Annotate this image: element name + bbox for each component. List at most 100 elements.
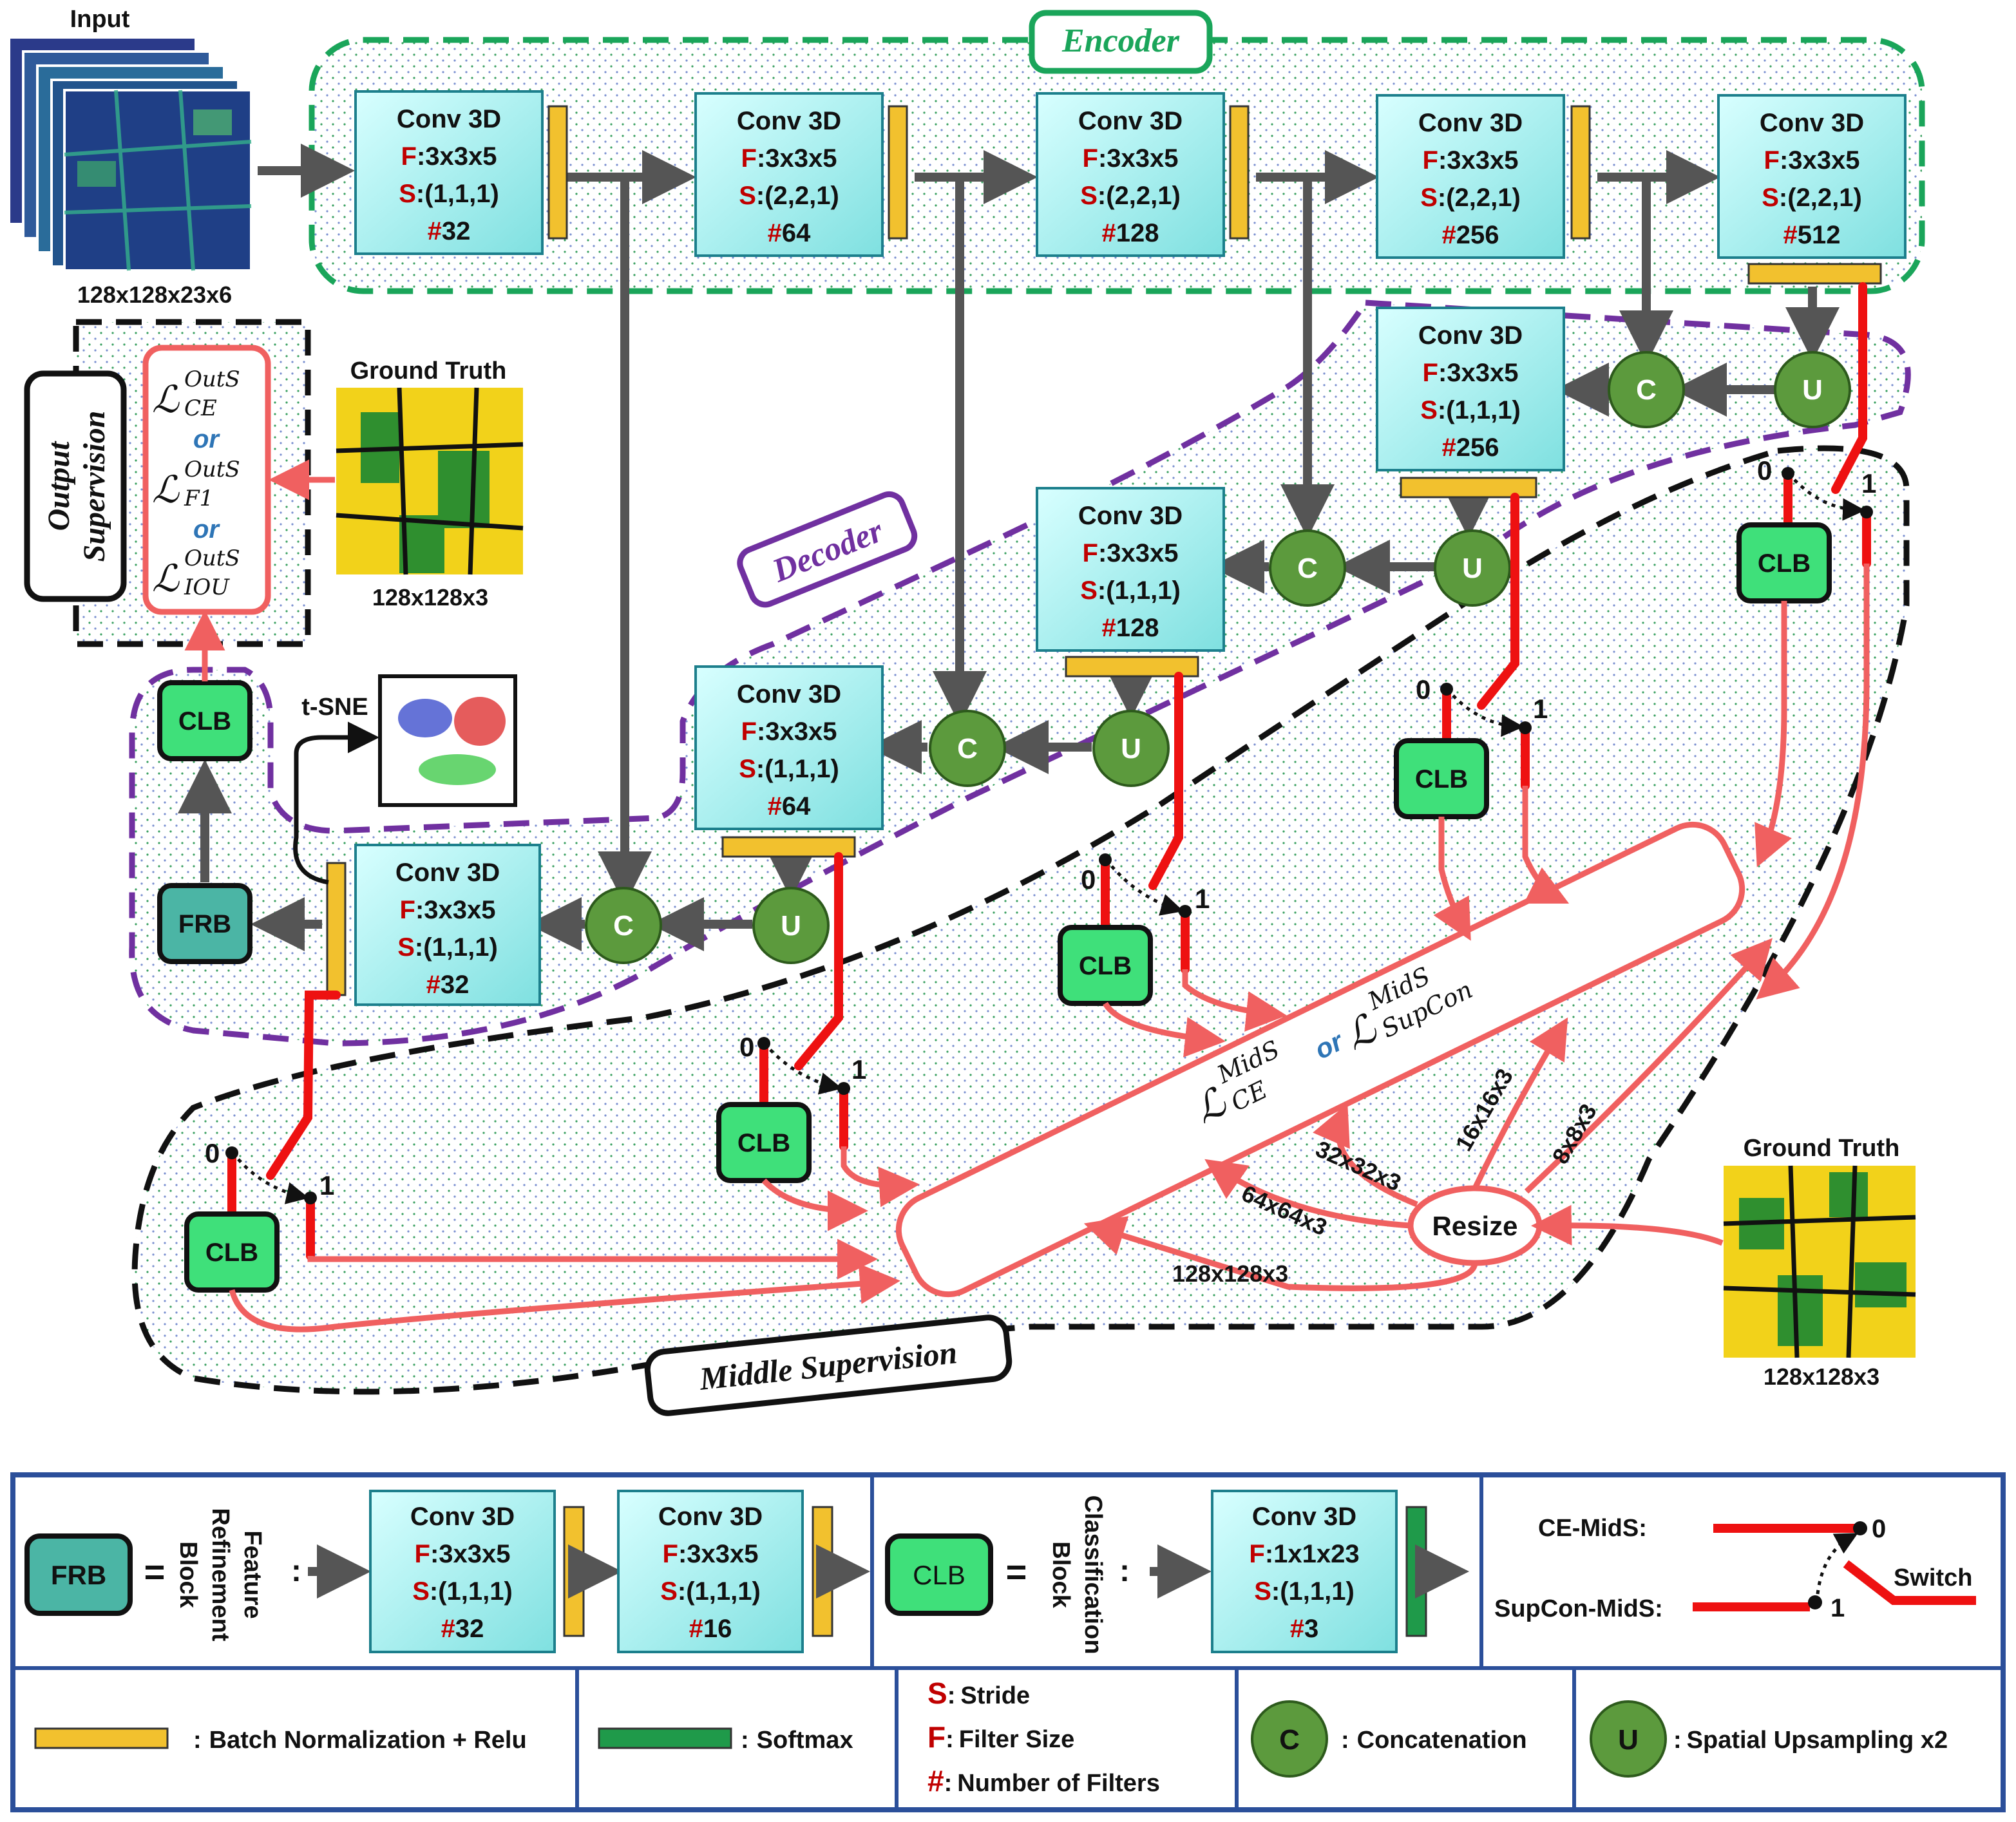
legend-clb-icon <box>885 1533 993 1616</box>
svg-text:#128: #128 <box>1102 614 1159 642</box>
svg-text:Conv 3D: Conv 3D <box>1418 109 1523 137</box>
svg-text:Conv 3D: Conv 3D <box>737 107 841 135</box>
legend-frb-conv-1: Conv 3D F:3x3x5 S:(1,1,1) #32 <box>369 1490 556 1653</box>
svg-text:S:(1,1,1): S:(1,1,1) <box>399 180 499 208</box>
encoder-conv-block-1: Conv 3D F:3x3x5 S:(1,1,1) #32 <box>354 90 544 255</box>
output-supervision-title-box <box>24 370 127 602</box>
ground-truth-bottom-image <box>1723 1165 1916 1358</box>
upsample-node <box>1774 351 1851 428</box>
frb-label: FRB <box>178 910 231 938</box>
switch-label-off: 0 <box>205 1138 220 1168</box>
svg-text:Conv 3D: Conv 3D <box>1078 502 1183 530</box>
legend-ce-mids: CE-MidS: <box>1538 1515 1647 1542</box>
input-label: Input <box>70 6 130 33</box>
output-supervision-title-line2: Supervision <box>77 411 111 562</box>
svg-text:Conv 3D: Conv 3D <box>397 105 501 133</box>
svg-text:Conv 3D: Conv 3D <box>1418 321 1523 350</box>
svg-text:#32: #32 <box>426 971 470 999</box>
output-loss-f1: ℒ OutS F1 <box>152 457 240 511</box>
switch-label-on: 1 <box>1861 468 1876 498</box>
svg-text:S:(2,2,1): S:(2,2,1) <box>1762 184 1862 212</box>
bn-relu-bar <box>1065 656 1199 678</box>
svg-text:IOU: IOU <box>184 574 230 600</box>
svg-text:OutS: OutS <box>184 366 240 392</box>
concat-node <box>1269 529 1346 607</box>
legend-softmax-text: : Softmax <box>741 1727 853 1754</box>
svg-text:F:3x3x5: F:3x3x5 <box>1423 359 1519 387</box>
bn-relu-bar <box>1747 263 1882 285</box>
legend-switch-label: Switch <box>1894 1564 1972 1591</box>
switch-label-off: 0 <box>1081 864 1096 895</box>
legend-upsample-icon <box>1590 1700 1667 1778</box>
svg-text:#512: #512 <box>1783 221 1841 249</box>
svg-text:Conv 3D: Conv 3D <box>737 680 841 708</box>
svg-text:#32: #32 <box>441 1615 484 1643</box>
encoder-conv-block-3: Conv 3D F:3x3x5 S:(2,2,1) #128 <box>1036 92 1225 257</box>
svg-text:#64: #64 <box>768 219 811 247</box>
svg-text:Conv 3D: Conv 3D <box>658 1503 763 1531</box>
legend-switch-1: 1 <box>1831 1594 1845 1622</box>
ground-truth-top-label: Ground Truth <box>350 357 507 384</box>
input-image-stack <box>8 36 252 272</box>
concat-node <box>585 887 662 964</box>
output-or-1: or <box>193 425 220 453</box>
encoder-title: Encoder <box>1061 23 1180 59</box>
concat-label: C <box>1636 374 1657 406</box>
legend <box>10 1472 2006 1812</box>
upsample-label: U <box>1121 733 1141 764</box>
concat-node <box>929 710 1006 787</box>
svg-text:F:3x3x5: F:3x3x5 <box>1083 144 1179 173</box>
legend-filter: F: Filter Size <box>927 1720 1074 1754</box>
svg-text:F:3x3x5: F:3x3x5 <box>741 144 837 173</box>
ground-truth-bottom-label: Ground Truth <box>1744 1135 1900 1162</box>
middle-supervision-title-box <box>644 1314 1013 1416</box>
legend-count: #: Number of Filters <box>927 1764 1160 1798</box>
legend-clb-def-2: Block <box>1047 1541 1074 1608</box>
clb-label: CLB <box>737 1129 790 1157</box>
decoder-title-box <box>737 491 918 608</box>
legend-bn-swatch <box>34 1727 169 1749</box>
svg-text:#64: #64 <box>768 792 811 821</box>
svg-text:#32: #32 <box>428 217 471 245</box>
encoder-conv-block-2: Conv 3D F:3x3x5 S:(2,2,1) #64 <box>694 92 884 257</box>
svg-text:#3: #3 <box>1290 1615 1319 1643</box>
switch-label-off: 0 <box>1757 455 1772 486</box>
svg-text:#256: #256 <box>1442 433 1499 462</box>
clb-label: CLB <box>178 707 231 735</box>
svg-text:S:(1,1,1): S:(1,1,1) <box>1080 576 1181 605</box>
legend-frb-def-2: Refinement <box>207 1508 234 1642</box>
legend-switch-0: 0 <box>1872 1515 1886 1543</box>
svg-text:S:(1,1,1): S:(1,1,1) <box>1254 1577 1355 1606</box>
tsne-plot <box>378 674 517 807</box>
concat-label: C <box>1297 553 1318 584</box>
svg-text:ℒ: ℒ <box>152 377 180 421</box>
encoder-title-box <box>1029 10 1213 74</box>
bn-relu-bar <box>326 862 347 996</box>
svg-text:#128: #128 <box>1102 219 1159 247</box>
concat-label: C <box>613 910 634 942</box>
svg-text:Conv 3D: Conv 3D <box>395 859 500 887</box>
legend-bn-bar <box>563 1506 585 1637</box>
svg-text:Conv 3D: Conv 3D <box>410 1503 515 1531</box>
svg-text:F:3x3x5: F:3x3x5 <box>1423 146 1519 175</box>
ground-truth-top-image <box>336 387 524 575</box>
svg-text:#256: #256 <box>1442 221 1499 249</box>
switch-label-on: 1 <box>319 1170 334 1200</box>
output-loss-ce: ℒ OutS CE <box>152 366 240 421</box>
svg-text:#16: #16 <box>689 1615 732 1643</box>
bn-relu-bar <box>721 836 856 858</box>
legend-bn-bar <box>812 1506 833 1637</box>
svg-text:S:(1,1,1): S:(1,1,1) <box>660 1577 761 1606</box>
switch-label-on: 1 <box>851 1054 866 1085</box>
legend-clb-label: CLB <box>913 1560 965 1590</box>
svg-text:S:(2,2,1): S:(2,2,1) <box>1080 182 1181 210</box>
encoder-conv-block-5: Conv 3D F:3x3x5 S:(2,2,1) #512 <box>1717 94 1907 259</box>
output-loss-iou: ℒ OutS IOU <box>152 546 240 600</box>
bn-relu-bar <box>1229 105 1250 240</box>
svg-text:S:(1,1,1): S:(1,1,1) <box>739 755 839 783</box>
svg-text:OutS: OutS <box>184 457 240 482</box>
svg-text:F:3x3x5: F:3x3x5 <box>415 1540 511 1568</box>
clb-label: CLB <box>1079 952 1132 980</box>
upsample-node <box>1092 710 1170 787</box>
